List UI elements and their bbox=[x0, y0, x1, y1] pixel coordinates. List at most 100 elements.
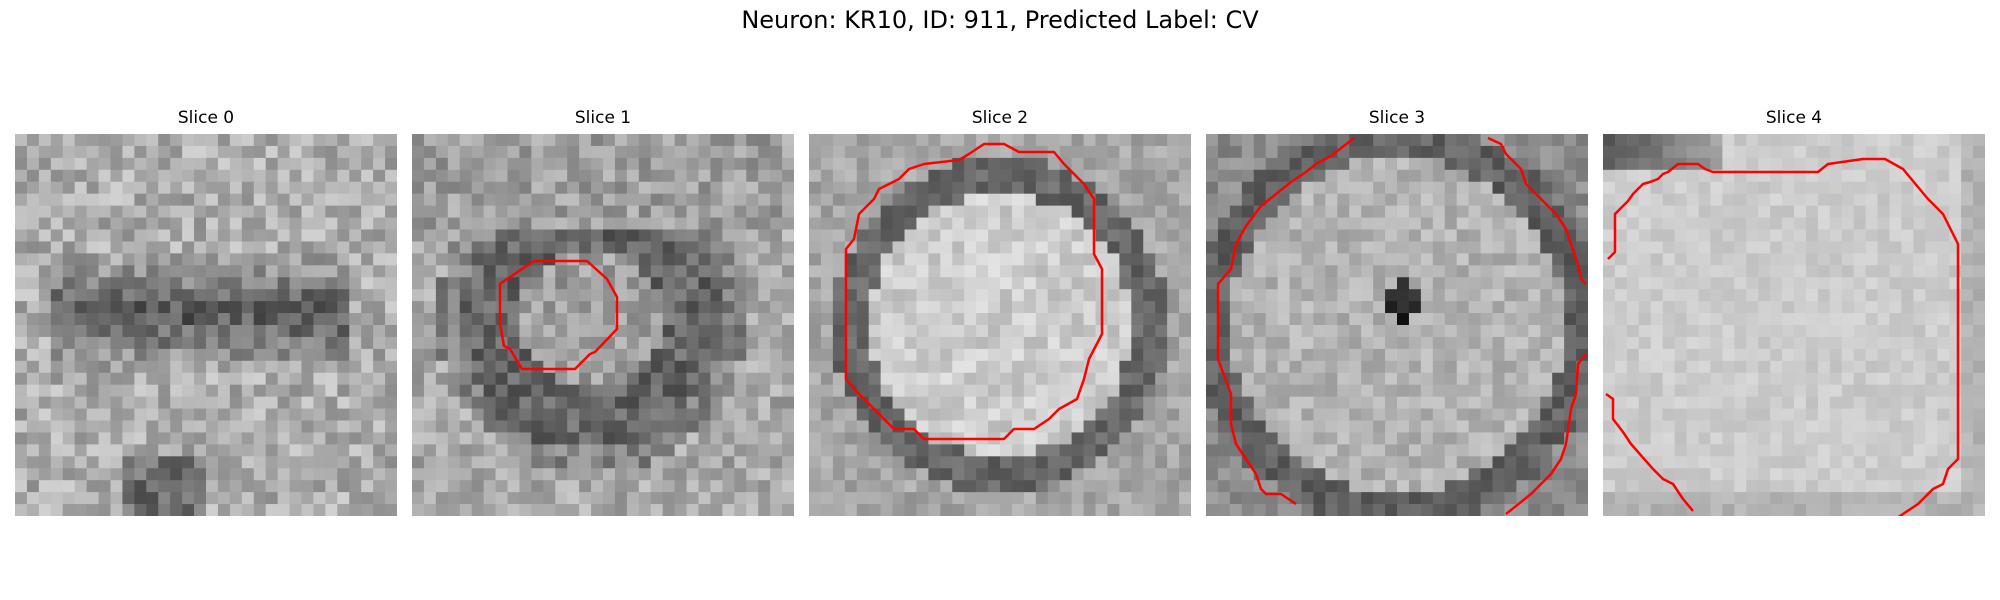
pixel bbox=[820, 444, 834, 457]
pixel bbox=[86, 360, 100, 374]
pixel bbox=[988, 336, 1001, 350]
pixel bbox=[194, 134, 207, 147]
pixel bbox=[1937, 145, 1950, 159]
pixel bbox=[265, 360, 279, 374]
pixel bbox=[964, 193, 977, 207]
pixel bbox=[170, 384, 183, 398]
pixel bbox=[241, 432, 255, 445]
pixel bbox=[1865, 134, 1879, 147]
pixel bbox=[1059, 193, 1073, 207]
pixel bbox=[170, 193, 183, 207]
pixel bbox=[531, 408, 544, 421]
pixel bbox=[868, 504, 882, 516]
pixel bbox=[976, 396, 989, 410]
pixel bbox=[289, 372, 302, 386]
pixel bbox=[1674, 348, 1688, 362]
pixel bbox=[385, 157, 397, 171]
pixel bbox=[1603, 372, 1616, 386]
pixel bbox=[122, 193, 135, 207]
pixel bbox=[1167, 420, 1180, 433]
pixel bbox=[1253, 396, 1267, 410]
pixel bbox=[423, 492, 437, 505]
pixel bbox=[313, 265, 326, 278]
pixel bbox=[734, 313, 747, 326]
pixel bbox=[1059, 384, 1073, 398]
pixel bbox=[1480, 360, 1493, 374]
pixel bbox=[361, 408, 374, 421]
pixel bbox=[1289, 504, 1302, 516]
pixel bbox=[614, 253, 628, 266]
pixel bbox=[940, 325, 953, 338]
pixel bbox=[782, 229, 794, 242]
pixel bbox=[770, 480, 783, 493]
pixel bbox=[1397, 193, 1410, 207]
pixel bbox=[495, 241, 508, 254]
pixel bbox=[459, 157, 473, 171]
pixel bbox=[277, 432, 291, 445]
pixel bbox=[1011, 432, 1025, 445]
pixel bbox=[1877, 253, 1890, 266]
pixel bbox=[1782, 396, 1795, 410]
pixel bbox=[361, 504, 374, 516]
pixel bbox=[206, 241, 219, 254]
pixel bbox=[26, 205, 40, 219]
pixel bbox=[1349, 205, 1362, 219]
pixel bbox=[1901, 181, 1914, 195]
pixel bbox=[1865, 169, 1879, 183]
pixel bbox=[325, 193, 338, 207]
pixel bbox=[265, 289, 279, 302]
pixel bbox=[531, 420, 544, 433]
pixel bbox=[1865, 408, 1879, 421]
pixel bbox=[146, 444, 159, 457]
pixel bbox=[495, 492, 508, 505]
pixel bbox=[423, 504, 437, 516]
pixel bbox=[1000, 348, 1013, 362]
pixel bbox=[1397, 432, 1410, 445]
pixel bbox=[1119, 289, 1132, 302]
pixel bbox=[1626, 289, 1640, 302]
pixel bbox=[1011, 229, 1025, 242]
pixel bbox=[1385, 408, 1398, 421]
pixel bbox=[1937, 408, 1950, 421]
pixel bbox=[952, 169, 965, 183]
pixel bbox=[722, 169, 735, 183]
pixel bbox=[1131, 301, 1144, 314]
pixel bbox=[734, 253, 747, 266]
pixel bbox=[1913, 420, 1926, 433]
pixel bbox=[74, 360, 88, 374]
pixel bbox=[134, 384, 147, 398]
pixel bbox=[880, 384, 894, 398]
pixel bbox=[194, 229, 207, 242]
pixel bbox=[1698, 229, 1711, 242]
pixel bbox=[447, 253, 461, 266]
pixel bbox=[916, 504, 929, 516]
pixel bbox=[1865, 301, 1879, 314]
pixel bbox=[1325, 169, 1338, 183]
pixel bbox=[170, 205, 183, 219]
pixel bbox=[435, 336, 449, 350]
pixel bbox=[1432, 504, 1446, 516]
pixel bbox=[952, 384, 965, 398]
pixel bbox=[325, 325, 338, 338]
pixel bbox=[241, 134, 255, 147]
pixel bbox=[746, 444, 759, 457]
pixel bbox=[447, 325, 461, 338]
pixel bbox=[976, 348, 989, 362]
pixel bbox=[1373, 289, 1386, 302]
pixel bbox=[674, 145, 688, 159]
pixel bbox=[1337, 492, 1350, 505]
pixel bbox=[1650, 313, 1664, 326]
pixel bbox=[674, 504, 688, 516]
pixel bbox=[770, 301, 783, 314]
pixel bbox=[349, 372, 362, 386]
pixel bbox=[495, 372, 508, 386]
pixel bbox=[412, 456, 425, 469]
pixel bbox=[1107, 325, 1120, 338]
pixel bbox=[1805, 420, 1819, 433]
pixel bbox=[928, 384, 941, 398]
pixel bbox=[1829, 229, 1843, 242]
pixel bbox=[26, 169, 40, 183]
pixel bbox=[217, 229, 231, 242]
pixel bbox=[459, 265, 473, 278]
pixel bbox=[734, 444, 747, 457]
